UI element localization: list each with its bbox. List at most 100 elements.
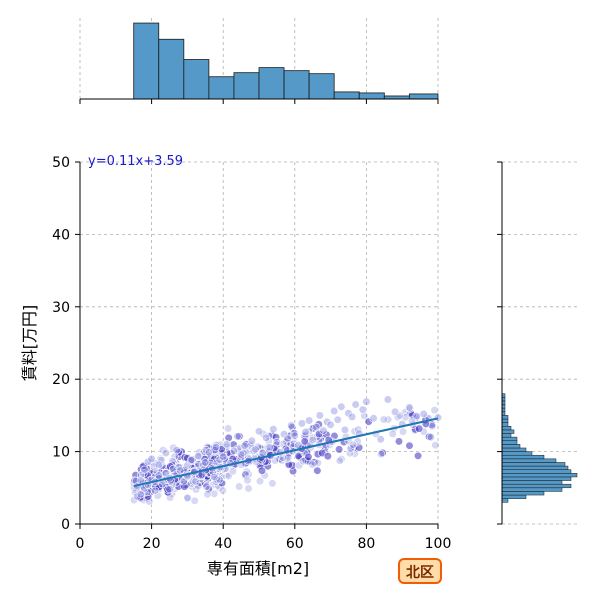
scatter-point [379, 415, 388, 424]
x-tick-label: 20 [143, 536, 161, 552]
scatter-point [257, 466, 267, 475]
top-hist-bar [183, 59, 210, 100]
scatter-point [149, 462, 158, 471]
top-hist-bar [408, 93, 439, 100]
scatter-point [188, 477, 198, 486]
scatter-point [394, 437, 404, 446]
scatter-point [349, 440, 358, 449]
scatter-point [153, 491, 162, 500]
x-tick-label: 40 [214, 536, 232, 552]
top-hist-bar [208, 76, 235, 100]
right-hist-bar [501, 433, 512, 438]
scatter-point [430, 406, 439, 415]
scatter-point [151, 486, 160, 495]
scatter-point [219, 452, 228, 461]
scatter-point [271, 433, 281, 442]
scatter-point [412, 412, 421, 421]
scatter-point [191, 477, 200, 486]
scatter-point [154, 471, 163, 480]
scatter-point [269, 425, 278, 434]
scatter-point [194, 481, 203, 491]
scatter-point [426, 433, 435, 442]
scatter-point [312, 422, 321, 432]
x-tick-label: 80 [357, 536, 375, 552]
scatter-point [323, 451, 332, 461]
right-hist-bar [501, 447, 527, 452]
scatter-point [203, 490, 212, 499]
right-hist-bar [501, 458, 557, 463]
top-hist-bar [333, 91, 360, 100]
right-hist-bar [501, 418, 509, 423]
right-hist-bar [501, 422, 509, 427]
scatter-point [201, 458, 210, 467]
scatter-point [265, 443, 274, 452]
scatter-point [255, 476, 265, 486]
scatter-point [304, 452, 313, 462]
scatter-point [294, 451, 303, 461]
scatter-point [244, 484, 253, 493]
scatter-points [129, 395, 443, 506]
y-tick-label: 40 [52, 227, 70, 243]
scatter-point [183, 493, 192, 502]
scatter-point [186, 456, 196, 465]
scatter-point [351, 400, 360, 409]
right-hist-bar [501, 483, 572, 489]
x-tick-label: 60 [286, 536, 304, 552]
scatter-point [237, 450, 246, 459]
x-axis-label: 専有面積[m2] [207, 559, 309, 578]
scatter-point [251, 445, 260, 454]
scatter-point [355, 443, 364, 452]
y-axis-label: 賃料[万円] [20, 305, 39, 382]
scatter-point [158, 480, 167, 489]
scatter-point [330, 406, 339, 416]
scatter-point [154, 460, 163, 469]
right-hist-bar [501, 494, 527, 499]
regression-equation: y=0.11x+3.59 [88, 154, 183, 169]
top-hist-bar [133, 22, 160, 100]
right-hist-bar [501, 473, 578, 478]
right-hist-bar [501, 491, 545, 496]
scatter-point [210, 489, 219, 498]
y-tick-label: 20 [52, 372, 70, 388]
right-hist-bar [501, 462, 566, 467]
top-hist-bar [233, 72, 260, 100]
scatter-point [314, 420, 323, 429]
regression-line [133, 417, 439, 488]
tick-labels: 0 20 40 60 80 100 0 10 20 30 40 50 [52, 155, 451, 552]
scatter-point [405, 441, 414, 450]
right-hist-bar [501, 487, 563, 492]
right-hist-bar [501, 498, 509, 503]
scatter-point [283, 434, 292, 443]
scatter-point [170, 452, 179, 461]
scatter-point [334, 445, 344, 454]
scatter-point [243, 476, 252, 485]
scatter-point [211, 443, 221, 452]
scatter-point [301, 427, 310, 437]
scatter-point [165, 485, 174, 494]
scatter-point [222, 440, 231, 449]
scatter-point [405, 403, 414, 412]
scatter-point [136, 493, 145, 502]
scatter-point [369, 414, 378, 423]
scatter-point [413, 451, 423, 460]
scatter-point [313, 466, 322, 475]
scatter-point [376, 450, 386, 459]
right-hist-bar [501, 451, 533, 456]
scatter-point [224, 433, 233, 442]
scatter-point [241, 470, 250, 479]
scatter-point [376, 435, 385, 444]
axes [75, 98, 503, 529]
y-tick-label: 10 [52, 445, 70, 461]
top-hist-bar [308, 73, 335, 100]
scatter-point [240, 441, 249, 450]
scatter-point [333, 415, 342, 424]
x-tick-label: 0 [76, 536, 85, 552]
scatter-point [360, 411, 369, 420]
scatter-point [140, 465, 149, 474]
scatter-point [268, 479, 277, 488]
right-hist-bar [501, 454, 545, 460]
scatter-point [390, 407, 400, 416]
scatter-point [431, 441, 440, 450]
scatter-point [202, 482, 211, 491]
